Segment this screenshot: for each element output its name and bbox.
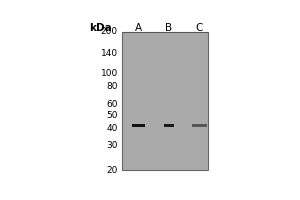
Text: 50: 50 <box>106 111 118 120</box>
Text: 100: 100 <box>100 69 118 78</box>
Text: 60: 60 <box>106 100 118 109</box>
Bar <box>164 124 174 127</box>
Text: 40: 40 <box>106 124 118 133</box>
Text: B: B <box>165 23 172 33</box>
Text: 20: 20 <box>106 166 118 175</box>
Text: C: C <box>195 23 203 33</box>
Text: 140: 140 <box>100 49 118 58</box>
Text: 30: 30 <box>106 141 118 150</box>
Bar <box>122 32 208 170</box>
Text: 200: 200 <box>100 27 118 36</box>
Bar <box>132 124 145 127</box>
Bar <box>191 124 207 127</box>
Text: A: A <box>135 23 142 33</box>
Text: 80: 80 <box>106 82 118 91</box>
Text: kDa: kDa <box>89 23 112 33</box>
